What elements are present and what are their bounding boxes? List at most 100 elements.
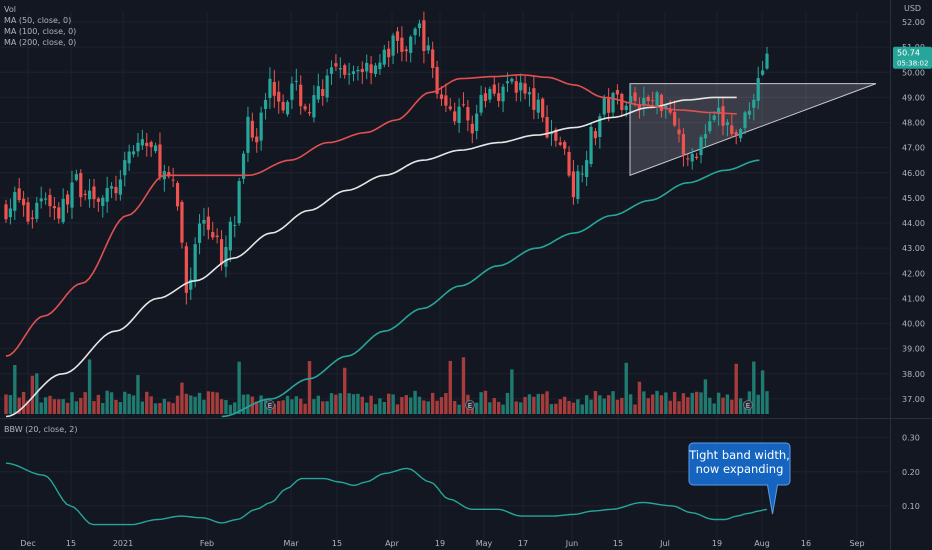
volume-bar <box>637 381 642 414</box>
candle-body <box>343 65 347 75</box>
volume-bar <box>105 390 109 414</box>
time-tick-label: Apr <box>385 539 400 548</box>
volume-bar <box>650 394 655 414</box>
candle-body <box>87 190 92 200</box>
candle-body <box>8 208 12 218</box>
candle-body <box>26 202 30 222</box>
bbw-line <box>5 462 768 526</box>
candle-body <box>673 112 677 126</box>
volume-bar <box>391 394 395 414</box>
time-tick-label: Feb <box>200 539 214 548</box>
candle-body <box>325 75 329 98</box>
price-tick-label: 46.00 <box>902 169 925 178</box>
candle-body <box>189 279 193 290</box>
volume-bar <box>562 396 567 414</box>
volume-bar <box>501 404 505 414</box>
volume-bar <box>206 391 211 414</box>
candle-body <box>175 182 180 207</box>
candle-body <box>686 158 690 160</box>
volume-bar <box>167 401 171 414</box>
volume-bar <box>136 375 140 414</box>
time-tick-label: 16 <box>801 539 811 548</box>
volume-bar <box>624 362 628 414</box>
time-axis[interactable]: Dec 15 2021 Feb Mar 15 Apr 19 May 17 Jun 15 Jul 19 Aug… <box>20 539 864 548</box>
candle-body <box>527 92 532 95</box>
volume-bar <box>118 402 123 414</box>
callout-text-line: now expanding <box>696 462 784 476</box>
volume-bar <box>30 375 35 414</box>
volume-bar <box>312 399 316 414</box>
price-tick-label: 48.00 <box>902 119 925 128</box>
volume-bar <box>756 394 760 414</box>
volume-bar <box>457 404 461 414</box>
time-tick-label: Jul <box>659 539 670 548</box>
candle-body <box>756 78 760 101</box>
candle-body <box>39 198 43 202</box>
candle-body <box>453 111 457 122</box>
volume-bar <box>760 370 765 414</box>
candle-body <box>426 45 430 51</box>
candle-body <box>61 198 65 223</box>
time-tick-label: Jun <box>565 539 579 548</box>
candle-body <box>519 82 523 91</box>
candle-body <box>624 105 628 110</box>
price-tick-label: 38.00 <box>902 370 925 379</box>
price-legend-item: Vol <box>4 5 16 14</box>
candle-body <box>598 116 602 138</box>
volume-bar <box>681 393 686 414</box>
volume-bar <box>386 393 391 414</box>
candle-body <box>492 84 496 94</box>
callout-text-line: Tight band width, <box>688 448 790 462</box>
volume-bar <box>307 361 312 414</box>
candle-body <box>435 66 439 94</box>
candle-body <box>400 37 404 52</box>
volume-bar <box>325 401 329 414</box>
volume-bar <box>158 402 162 414</box>
volume-bar <box>281 400 285 414</box>
price-tick-label: 44.00 <box>902 219 925 228</box>
candle-body <box>43 198 48 200</box>
volume-bar <box>606 395 611 414</box>
volume-bar <box>365 402 369 414</box>
time-tick-label: Sep <box>849 539 864 548</box>
candle-body <box>602 97 606 115</box>
volume-bar <box>488 402 492 414</box>
candle-body <box>404 49 408 52</box>
time-tick-label: Mar <box>283 539 299 548</box>
volume-bar <box>712 403 716 414</box>
bbw-tick-label: 0.20 <box>902 468 920 477</box>
volume-bar <box>686 397 690 414</box>
candle-body <box>607 98 611 113</box>
volume-bar <box>505 392 510 414</box>
candle-body <box>637 105 642 110</box>
volume-bar <box>140 401 145 414</box>
candle-body <box>629 96 633 104</box>
candle-body <box>439 94 444 99</box>
candle-body <box>545 116 549 138</box>
earnings-icon <box>743 400 753 410</box>
candle-body <box>752 99 756 108</box>
volume-bar <box>378 398 382 414</box>
candle-body <box>290 83 294 100</box>
volume-bar <box>461 357 466 414</box>
volume-bar <box>716 392 721 414</box>
volume-bar <box>677 401 681 414</box>
price-axis[interactable]: 52.0051.0050.0049.0048.0047.0046.0045.00… <box>893 4 932 404</box>
ma-100-line <box>5 96 737 418</box>
candle-body <box>633 92 637 101</box>
price-tick-label: 45.00 <box>902 194 925 203</box>
volume-bar <box>571 402 576 414</box>
volume-bar <box>101 403 105 414</box>
volume-bar <box>518 402 523 414</box>
candle-body <box>356 69 360 72</box>
volume-bar <box>558 399 562 414</box>
volume-bar <box>584 395 589 414</box>
volume-bar <box>540 394 545 414</box>
volume-bar <box>65 402 70 414</box>
volume-bar <box>228 404 233 414</box>
volume-bar <box>690 392 694 414</box>
volume-bar <box>496 401 501 414</box>
volume-bar <box>131 395 136 414</box>
